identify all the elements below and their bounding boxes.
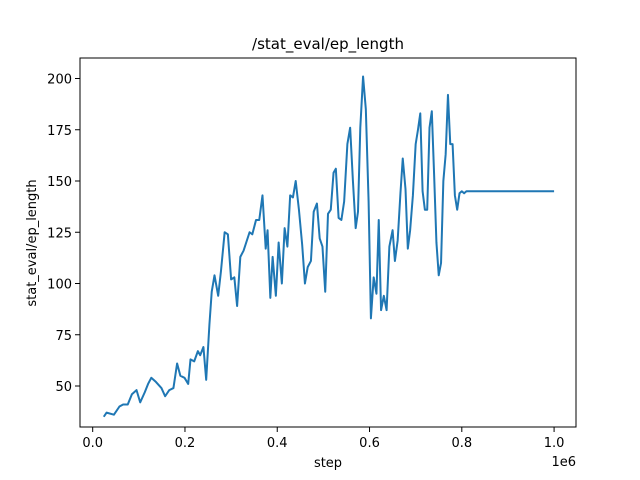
y-axis-label: stat_eval/ep_length (25, 179, 40, 306)
x-tick-label: 0.4 (267, 436, 288, 451)
y-tick-label: 75 (55, 329, 72, 344)
y-axis-ticks: 50 75 100 125 150 175 200 (47, 73, 80, 395)
x-tick-label: 0.8 (451, 436, 472, 451)
y-tick-label: 175 (47, 124, 72, 139)
x-axis-offset-label: 1e6 (551, 455, 576, 470)
x-axis-ticks: 0.0 0.2 0.4 0.6 0.8 1.0 (82, 427, 564, 451)
plot-area-frame (79, 57, 577, 428)
x-axis-label: step (314, 456, 342, 471)
y-tick-label: 200 (47, 73, 72, 88)
y-tick-label: 125 (47, 226, 72, 241)
y-tick-label: 150 (47, 175, 72, 190)
x-tick-label: 1.0 (544, 436, 565, 451)
y-tick-label: 100 (47, 278, 72, 293)
series-layer (102, 75, 555, 418)
series-line-0 (102, 75, 555, 418)
x-tick-label: 0.0 (82, 436, 103, 451)
x-tick-label: 0.2 (175, 436, 196, 451)
y-tick-label: 50 (55, 380, 72, 395)
x-tick-label: 0.6 (359, 436, 380, 451)
chart-title: /stat_eval/ep_length (252, 35, 404, 54)
